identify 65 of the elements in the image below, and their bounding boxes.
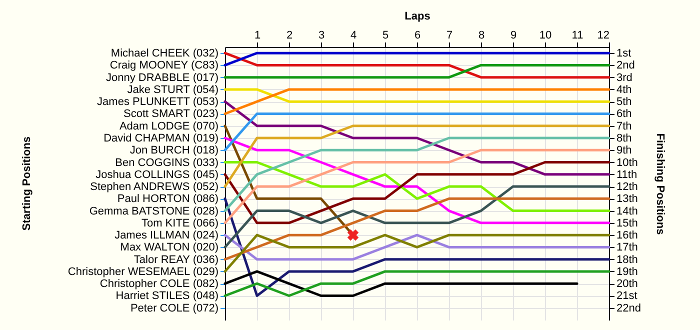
x-tick-label: 7: [446, 30, 453, 42]
y2-tick-label: 21st: [616, 290, 638, 302]
category-label: Craig MOONEY (C83): [110, 60, 218, 72]
y2-tick-label: 22nd: [616, 302, 641, 314]
x-tick-label: 11: [572, 30, 584, 42]
y2-tick-label: 2nd: [616, 60, 635, 72]
x-tick-label: 12: [597, 30, 610, 42]
text: Starting Positions: [21, 136, 33, 231]
x-tick-label: 6: [414, 30, 421, 42]
x-tick-label: 9: [510, 30, 517, 42]
category-label: Stephen ANDREWS (052): [90, 181, 218, 194]
y2-tick-label: 14th: [616, 205, 638, 218]
category-label: Peter COLE (072): [130, 302, 218, 314]
x-tick-label: 8: [478, 30, 485, 42]
category-label: Joshua COLLINGS (045): [96, 168, 218, 181]
line-series: [224, 161, 610, 224]
category-label: Michael CHEEK (032): [110, 48, 218, 60]
y2-tick-label: 15th: [616, 217, 638, 230]
category-label: Scott SMART (023): [124, 108, 218, 120]
x-tick-label: 4: [350, 30, 357, 42]
category-label: James PLUNKETT (053): [97, 96, 218, 108]
y2-tick-label: 4th: [616, 84, 632, 96]
x-tick-label: 5: [382, 30, 389, 42]
category-label: Talor REAY (036): [134, 254, 218, 266]
y2-tick-label: 5th: [616, 96, 632, 108]
category-label: Tom KITE (066): [141, 217, 218, 230]
line-series: [224, 185, 610, 248]
y2-tick-label: 7th: [616, 120, 632, 132]
line-series: [224, 197, 610, 297]
x-tick-label: 1: [254, 30, 261, 42]
y2-tick-label: 16th: [616, 230, 638, 242]
category-label: James ILLMAN (024): [114, 230, 218, 242]
y2-tick-label: 13th: [616, 193, 638, 206]
y2-axis-title: Finishing Positions: [654, 133, 666, 235]
x-axis-title: Laps: [404, 10, 430, 22]
y2-tick-label: 3rd: [616, 72, 632, 84]
category-label: Harriet STILES (048): [116, 290, 218, 302]
category-label: Jon BURCH (018): [130, 144, 218, 157]
y2-tick-label: 18th: [616, 254, 638, 266]
x-tick-label: 3: [318, 30, 325, 42]
line-series: [224, 161, 610, 212]
y2-tick-label: 10th: [616, 156, 638, 169]
y2-tick-label: 9th: [616, 144, 632, 157]
category-label: David CHAPMAN (019): [104, 132, 218, 144]
y2-tick-label: 8th: [616, 132, 632, 144]
y2-tick-label: 6th: [616, 108, 632, 120]
category-label: Gemma BATSTONE (028): [89, 205, 218, 218]
y2-tick-label: 20th: [616, 278, 638, 290]
category-label: Jake STURT (054): [127, 84, 218, 96]
category-label: Ben COGGINS (033): [115, 156, 218, 169]
y2-tick-label: 1st: [616, 48, 632, 60]
line-series: [224, 100, 610, 176]
y2-tick-label: 17th: [616, 242, 638, 254]
category-label: Max WALTON (020): [120, 242, 218, 254]
x-tick-label: 10: [539, 30, 552, 42]
category-label: Jonny DRABBLE (017): [106, 72, 218, 84]
category-label: Paul HORTON (086): [117, 193, 218, 206]
category-label: Christopher WESEMAEL (029): [68, 266, 218, 278]
y2-tick-label: 12th: [616, 181, 638, 194]
category-label: Christopher COLE (082): [100, 278, 218, 290]
y2-tick-label: 11th: [616, 168, 638, 181]
category-label: Adam LODGE (070): [119, 120, 218, 132]
line-series: [224, 197, 610, 261]
y2-tick-label: 19th: [616, 266, 638, 278]
x-tick-label: 2: [286, 30, 293, 42]
